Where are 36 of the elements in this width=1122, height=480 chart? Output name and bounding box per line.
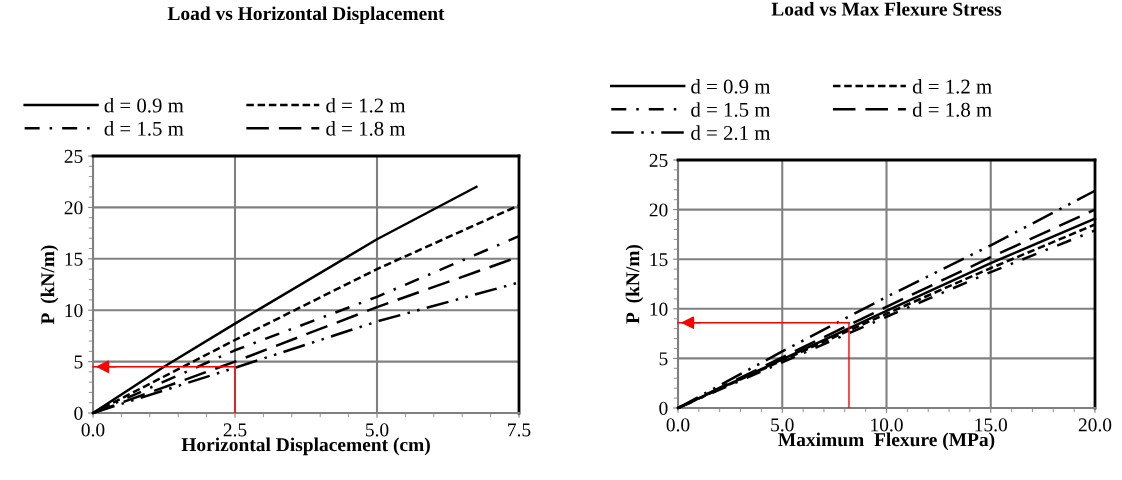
y-axis-title: P (kN/m)	[40, 245, 59, 325]
y-tick-label: 5	[74, 355, 83, 369]
y-tick-label: 20	[649, 203, 668, 217]
legend-label: d = 1.2 m	[326, 97, 406, 113]
x-tick-label: 2.5	[223, 423, 247, 437]
y-tick-label: 15	[650, 253, 668, 267]
y-tick-label: 25	[649, 153, 668, 167]
chart-title: Load vs Max Flexure Stress	[771, 2, 1002, 16]
x-axis-title: Maximum Flexure (MPa)	[778, 432, 995, 451]
x-tick-label: 15.0	[975, 418, 1008, 432]
y-tick-label: 25	[64, 149, 83, 163]
legend-label: d = 1.2 m	[912, 78, 992, 94]
y-tick-label: 5	[659, 352, 668, 366]
chart-title: Load vs Horizontal Displacement	[167, 6, 445, 25]
legend-label: d = 0.9 m	[691, 78, 771, 94]
legend-label: d = 1.8 m	[326, 121, 406, 136]
x-tick-label: 5.0	[771, 418, 794, 432]
legend-label: d = 1.8 m	[912, 102, 992, 117]
y-tick-label: 10	[650, 302, 668, 316]
x-tick-label: 5.0	[365, 423, 389, 437]
x-axis-title: Horizontal Displacement (cm)	[181, 437, 430, 456]
y-tick-label: 0	[659, 401, 668, 415]
legend-label: d = 1.5 m	[104, 121, 184, 136]
y-tick-label: 20	[64, 201, 83, 215]
y-tick-label: 10	[65, 304, 83, 318]
legend-label: d = 2.1 m	[691, 125, 771, 141]
x-tick-label: 0.0	[666, 418, 690, 432]
legend-label: d = 1.5 m	[691, 102, 771, 117]
x-tick-label: 0.0	[81, 423, 105, 437]
y-tick-label: 0	[74, 406, 83, 420]
y-tick-label: 15	[65, 252, 83, 266]
x-tick-label: 7.5	[508, 423, 531, 437]
y-axis-title: P (kN/m)	[625, 244, 644, 324]
legend-label: d = 0.9 m	[104, 97, 184, 113]
x-tick-label: 20.0	[1078, 418, 1112, 432]
x-tick-label: 10.0	[871, 418, 903, 432]
